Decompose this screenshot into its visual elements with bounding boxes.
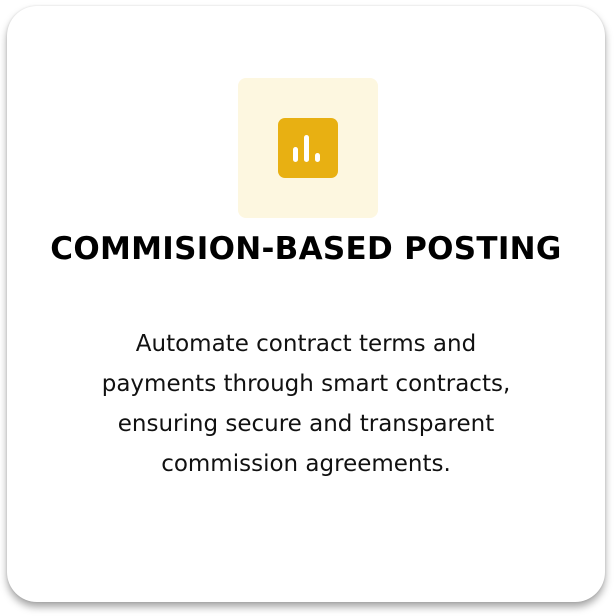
feature-card: COMMISION-BASED POSTING Automate contrac… <box>7 6 605 602</box>
card-description: Automate contract terms and payments thr… <box>101 331 511 477</box>
icon-container <box>238 78 378 218</box>
bar-chart-icon <box>278 118 338 178</box>
card-title: COMMISION-BASED POSTING <box>50 231 562 267</box>
